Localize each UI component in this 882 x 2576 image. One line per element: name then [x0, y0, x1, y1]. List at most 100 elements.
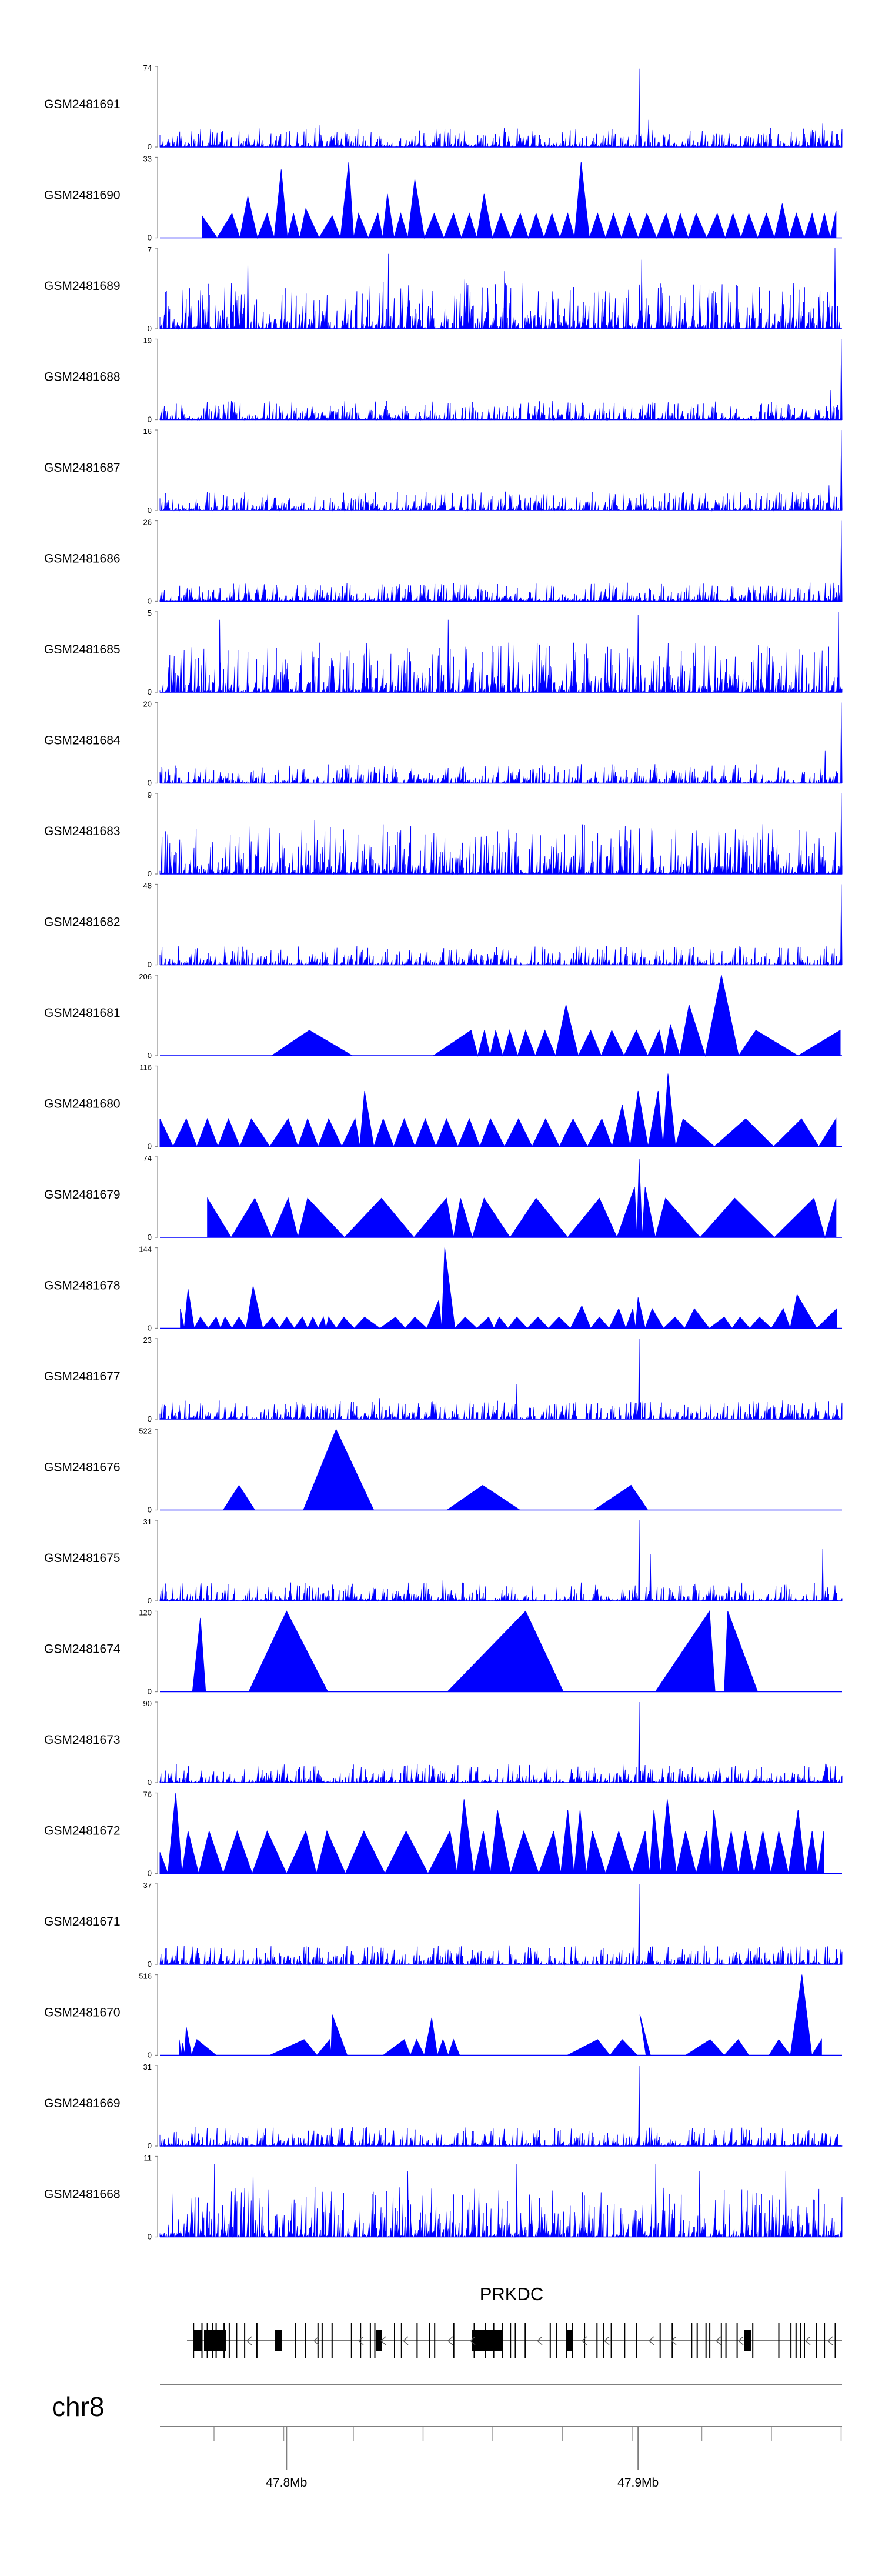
coverage-peak — [516, 2163, 518, 2237]
coverage-peak — [649, 1554, 652, 1601]
coverage-peak — [825, 946, 827, 965]
coverage-peak — [638, 1883, 640, 1965]
track-ymin-label: 0 — [148, 2141, 152, 2150]
track-ymin-label: 0 — [148, 1687, 152, 1696]
coverage-peak — [638, 1520, 640, 1601]
track-GSM2481688: GSM2481688 19 0 — [44, 336, 843, 424]
gene-exon — [556, 2323, 557, 2358]
gene-exon — [691, 2323, 693, 2358]
coverage-peak — [784, 2171, 787, 2237]
track-ymin-label: 0 — [148, 1324, 152, 1333]
axis-tick-label: 47.9Mb — [617, 2476, 659, 2490]
coverage-area — [159, 401, 843, 421]
gene-exon — [549, 2323, 551, 2358]
track-label: GSM2481668 — [44, 2188, 121, 2201]
track-label: GSM2481685 — [44, 643, 121, 656]
coverage-area — [159, 1945, 843, 1966]
coverage-peak — [637, 615, 639, 693]
track-ymin-label: 0 — [148, 1233, 152, 1242]
coverage-area — [179, 1974, 822, 2057]
track-y-axis — [155, 520, 158, 602]
coverage-peak — [840, 429, 843, 511]
coverage-peak — [638, 1338, 640, 1420]
coverage-peak — [707, 1771, 710, 1783]
coverage-area — [159, 491, 843, 512]
track-GSM2481681: GSM2481681 206 0 — [44, 972, 842, 1060]
coverage-peak — [828, 485, 830, 511]
gene-exon — [502, 2323, 503, 2358]
gene-exon — [709, 2323, 711, 2358]
track-y-axis — [155, 338, 158, 421]
track-ymin-label: 0 — [148, 415, 152, 424]
coverage-peak — [313, 820, 316, 875]
track-y-axis — [155, 1429, 158, 1511]
gene-strand-arrow — [313, 2336, 319, 2345]
coverage-area — [159, 824, 843, 875]
gene-exon-block — [472, 2330, 482, 2351]
gene-exon — [636, 2323, 637, 2358]
axis-tick-label: 47.8Mb — [266, 2476, 307, 2490]
coverage-peak — [837, 611, 840, 693]
gene-exon — [752, 2323, 754, 2358]
track-label: GSM2481691 — [44, 98, 121, 111]
track-ymax-label: 516 — [139, 1972, 152, 1981]
coverage-area — [159, 582, 842, 603]
track-y-axis — [155, 1974, 158, 2056]
track-ymin-label: 0 — [148, 1414, 152, 1423]
track-ymax-label: 23 — [143, 1336, 152, 1344]
coverage-area — [159, 1793, 824, 1875]
gene-exon — [804, 2323, 805, 2358]
coverage-peak — [840, 339, 843, 420]
gene-strand-arrow — [827, 2336, 833, 2345]
gene-exon — [193, 2323, 195, 2358]
track-GSM2481668: GSM2481668 11 0 — [44, 2154, 843, 2241]
track-label: GSM2481680 — [44, 1097, 121, 1111]
track-label: GSM2481674 — [44, 1643, 121, 1656]
gene-exon — [228, 2323, 230, 2358]
track-GSM2481682: GSM2481682 48 0 — [44, 882, 843, 969]
genome-axis: 47.8Mb 47.9Mb — [213, 2427, 842, 2490]
gene-strand-arrow — [649, 2336, 654, 2345]
track-y-axis — [155, 1701, 158, 1783]
track-ymin-label: 0 — [148, 233, 152, 242]
gene-exon — [256, 2323, 258, 2358]
coverage-peak — [387, 253, 390, 329]
coverage-area — [207, 1429, 742, 1510]
coverage-area — [159, 128, 843, 148]
gene-exon — [350, 2323, 352, 2358]
track-GSM2481684: GSM2481684 20 0 — [44, 700, 843, 788]
track-label: GSM2481676 — [44, 1461, 121, 1474]
track-ymin-label: 0 — [148, 1051, 152, 1060]
track-label: GSM2481690 — [44, 189, 121, 202]
track-ymax-label: 74 — [143, 64, 152, 72]
track-y-axis — [155, 702, 158, 784]
coverage-area — [159, 2127, 843, 2147]
gene-exon — [696, 2323, 698, 2358]
gene-exon — [778, 2323, 780, 2358]
track-ymin-label: 0 — [148, 1778, 152, 1787]
coverage-peak — [647, 119, 650, 148]
coverage-area — [184, 1610, 788, 1692]
track-ymin-label: 0 — [148, 142, 152, 151]
coverage-peak — [252, 2171, 255, 2237]
track-ymax-label: 19 — [143, 336, 152, 345]
coverage-peak — [178, 1405, 181, 1420]
coverage-peak — [818, 838, 820, 875]
tracks-layer: GSM2481691740GSM2481690330GSM248168970GS… — [44, 64, 843, 2241]
track-y-axis — [155, 1610, 158, 1693]
chromosome-label: chr8 — [52, 2391, 104, 2422]
gene-exon — [720, 2323, 722, 2358]
track-label: GSM2481681 — [44, 1006, 121, 1020]
coverage-peak — [319, 125, 321, 148]
gene-exon — [584, 2323, 586, 2358]
coverage-peak — [824, 750, 827, 783]
coverage-peak — [645, 2130, 647, 2147]
track-label: GSM2481689 — [44, 279, 121, 293]
gene-exon — [800, 2323, 801, 2358]
coverage-peak — [790, 1949, 793, 1965]
track-ymax-label: 31 — [143, 2063, 152, 2071]
track-y-axis — [155, 793, 158, 875]
track-label: GSM2481679 — [44, 1188, 121, 1202]
coverage-area — [202, 162, 837, 239]
coverage-peak — [378, 1398, 381, 1420]
